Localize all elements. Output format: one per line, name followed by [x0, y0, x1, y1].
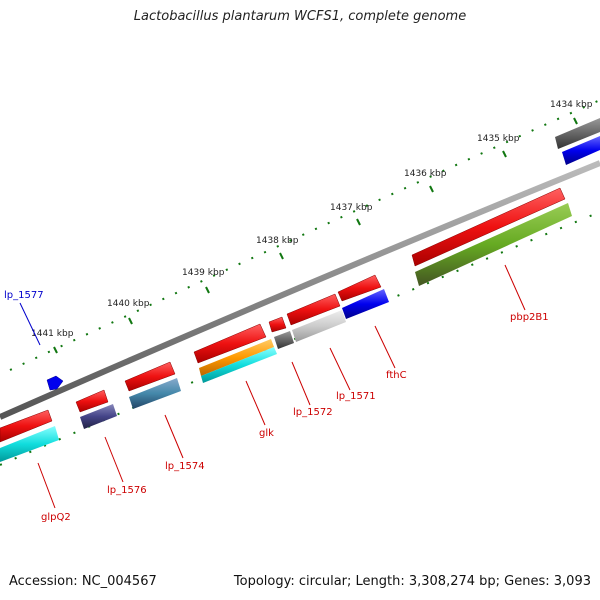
- ruler-label-1438: 1438 kbp: [256, 236, 299, 246]
- ruler-label-1441: 1441 kbp: [31, 329, 74, 339]
- label-glk: glk: [259, 428, 274, 439]
- ruler-label-1439: 1439 kbp: [182, 268, 225, 278]
- gene-lp_1571-red: [286, 293, 341, 326]
- feature-top-blue: [562, 136, 600, 165]
- label-fthC: fthC: [386, 370, 407, 381]
- feature-lp_1571-light: [292, 310, 346, 342]
- label-lp_1572: lp_1572: [293, 407, 333, 418]
- gene-top-dark: [555, 118, 600, 149]
- label-lp_1571: lp_1571: [336, 391, 376, 402]
- feature-glpQ2-cyan: [0, 426, 59, 462]
- ruler-label-1436: 1436 kbp: [404, 169, 447, 179]
- gene-glpQ2-red: [0, 409, 53, 443]
- gene-pbp2B1-red: [411, 187, 566, 267]
- ruler-label-1440: 1440 kbp: [107, 299, 150, 309]
- label-pbp2B1: pbp2B1: [510, 312, 549, 323]
- feature-pbp2B1-green: [415, 203, 572, 286]
- feature-lp_1574-steel: [129, 378, 181, 409]
- forward-genes: [0, 118, 600, 443]
- ruler-ticks: [53, 117, 578, 354]
- ruler-label-1435: 1435 kbp: [477, 134, 520, 144]
- label-leaders: [19, 264, 526, 509]
- gene-lp_1574-red: [124, 361, 176, 392]
- gene-lp_1576-red: [75, 389, 109, 413]
- map-title: Lactobacillus plantarum WCFS1, complete …: [133, 9, 467, 24]
- feature-glk-orange: [199, 339, 274, 376]
- feature-fthC-blue: [342, 289, 389, 319]
- ruler-label-1434: 1434 kbp: [550, 100, 593, 110]
- topology-info: Topology: circular; Length: 3,308,274 bp…: [233, 574, 591, 589]
- label-lp_1576: lp_1576: [107, 485, 147, 496]
- accession-text: Accession: NC_004567: [9, 574, 157, 589]
- gene-glk-red: [193, 323, 267, 364]
- label-lp_1577: lp_1577: [4, 290, 44, 301]
- label-glpQ2: glpQ2: [41, 512, 71, 523]
- ruler-dotted-arc: [9, 99, 600, 371]
- gene-lp_1572-red: [268, 316, 287, 333]
- gene-fthC-red: [337, 274, 382, 302]
- label-lp_1574: lp_1574: [165, 461, 205, 472]
- feature-track: [0, 136, 600, 462]
- gene-lp_1577-blue: [46, 375, 64, 391]
- genome-backbone: [0, 160, 600, 420]
- feature-lp_1576-purple: [80, 404, 117, 429]
- feature-glk-cyan: [201, 347, 277, 383]
- ruler-label-1437: 1437 kbp: [330, 203, 373, 213]
- feature-lp_1572-dark: [274, 331, 294, 349]
